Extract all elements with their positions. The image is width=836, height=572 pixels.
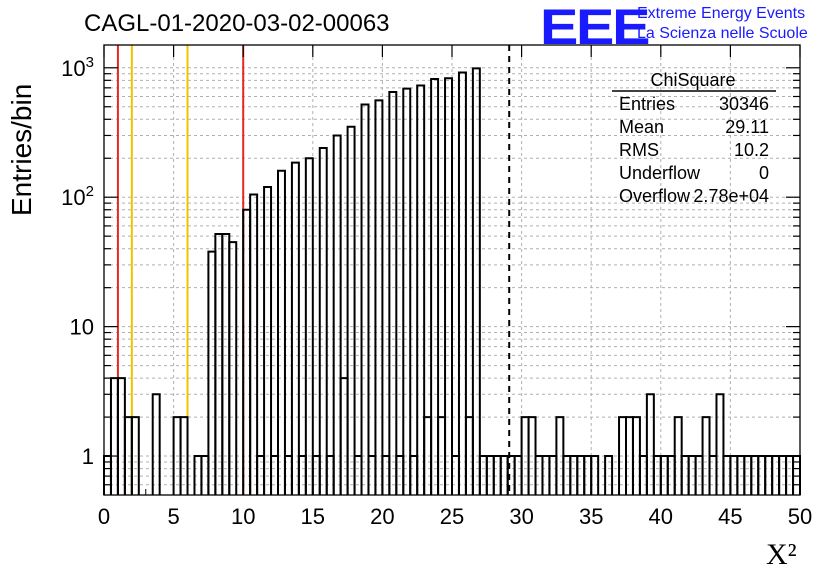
logo-text-line-1: Extreme Energy Events [637, 5, 806, 22]
histogram-bar [416, 84, 426, 495]
histogram-bar [130, 416, 140, 495]
histogram-bar [179, 416, 189, 495]
eee-logo-mark: EEE [540, 0, 650, 55]
y-tick-label: 102 [61, 183, 94, 210]
histogram-bar [715, 393, 725, 495]
y-tick-label: 1 [82, 444, 94, 469]
x-tick-label: 25 [440, 504, 464, 529]
y-axis-label: Entries/bin [6, 83, 37, 216]
histogram-bar [590, 455, 600, 495]
histogram-bar [339, 377, 349, 495]
histogram-bars [103, 67, 801, 495]
stats-row-value: 2.78e+04 [693, 186, 769, 206]
stats-row-value: 30346 [719, 94, 769, 114]
histogram-bar [116, 377, 126, 495]
histogram-bar [263, 185, 273, 495]
logo-text-line-2: La Scienza nelle Scuole [637, 25, 808, 42]
histogram-bar [332, 134, 342, 495]
stats-row-value: 29.11 [725, 117, 769, 137]
stats-box: ChiSquare Entries 30346 Mean 29.11 RMS 10.2 Un… [612, 70, 776, 206]
x-tick-label: 0 [98, 504, 110, 529]
x-tick-label: 45 [718, 504, 742, 529]
histogram-bar [249, 193, 259, 495]
stats-row-label: Mean [619, 117, 664, 137]
histogram-bar [346, 125, 356, 495]
x-tick-label: 35 [579, 504, 603, 529]
x-tick-label: 30 [509, 504, 533, 529]
histogram-bar [645, 393, 655, 495]
stats-row-label: Overflow [619, 186, 691, 206]
histogram-bar [290, 161, 300, 495]
histogram-bar [604, 455, 614, 495]
x-tick-label: 40 [649, 504, 673, 529]
x-axis-ticks: 0 5 10 15 20 25 30 35 40 45 50 [98, 45, 812, 529]
histogram-bar [109, 377, 119, 495]
histogram-bar [151, 393, 161, 495]
histogram-bar [360, 103, 370, 495]
stats-row-label: Entries [619, 94, 675, 114]
histogram-bar [402, 87, 412, 495]
x-axis-label: X² [766, 538, 797, 571]
histogram-bar [318, 147, 328, 495]
histogram-bar [457, 71, 467, 495]
histogram-bar [388, 91, 398, 495]
histogram-bar [277, 169, 286, 495]
x-tick-label: 20 [370, 504, 394, 529]
stats-row-value: 0 [759, 163, 769, 183]
stats-box-title: ChiSquare [650, 70, 735, 90]
histogram-bar [471, 67, 481, 495]
x-tick-label: 10 [231, 504, 255, 529]
histogram-bar [228, 241, 238, 495]
x-tick-label: 50 [788, 504, 812, 529]
histogram-bar [374, 99, 384, 495]
y-tick-label: 103 [61, 54, 94, 81]
stats-row-label: Underflow [619, 163, 701, 183]
y-tick-label: 10 [70, 315, 94, 340]
histogram-bar [430, 77, 440, 495]
histogram-bar [242, 208, 252, 495]
histogram-bar [444, 77, 453, 495]
stats-row-label: RMS [619, 140, 659, 160]
stats-row-value: 10.2 [734, 140, 769, 160]
x-tick-label: 5 [167, 504, 179, 529]
x-tick-label: 15 [301, 504, 325, 529]
histogram-bar [304, 157, 314, 495]
chart-title: CAGL-01-2020-03-02-00063 [84, 10, 390, 37]
